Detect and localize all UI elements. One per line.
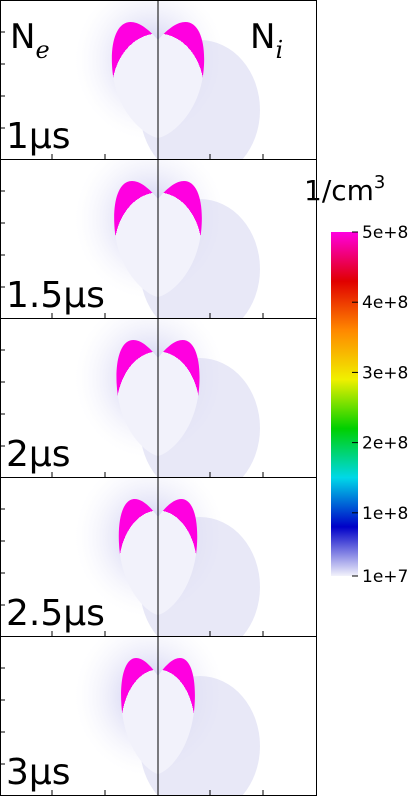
panel	[75, 0, 260, 159]
panel-label: 1.5μs	[6, 275, 105, 316]
panel-label: 1μs	[6, 116, 71, 157]
left-label-sub: e	[35, 36, 49, 64]
panel	[75, 318, 260, 477]
colorbar-tick-label: 1e+7	[362, 567, 408, 587]
right-label-sub: i	[275, 36, 283, 64]
panel-label: 2.5μs	[6, 593, 105, 634]
panels: 1μs 1.5μs 2μs 2.5μs 3μs	[0, 0, 317, 796]
colorbar-title: 1/cm3	[304, 172, 385, 207]
colorbar-tick-label: 4e+8	[362, 293, 408, 313]
colorbar-tick-label: 2e+8	[362, 434, 408, 454]
panel-label: 2μs	[6, 434, 71, 475]
panel	[75, 477, 260, 636]
panel	[75, 636, 260, 795]
panel-label: 3μs	[6, 752, 71, 793]
colorbar-tick-label: 1e+8	[362, 504, 408, 524]
colorbar-tick-label: 5e+8	[362, 223, 408, 243]
left-label-base: N	[10, 17, 35, 57]
colorbar-tick-label: 3e+8	[362, 363, 408, 383]
panel	[75, 159, 260, 318]
right-label: Ni	[250, 17, 283, 64]
left-label: Ne	[10, 17, 50, 64]
colorbar-title-base: 1/cm	[304, 174, 374, 207]
colorbar-title-sup: 3	[374, 172, 385, 193]
right-label-base: N	[250, 17, 275, 57]
colorbar	[331, 232, 358, 576]
